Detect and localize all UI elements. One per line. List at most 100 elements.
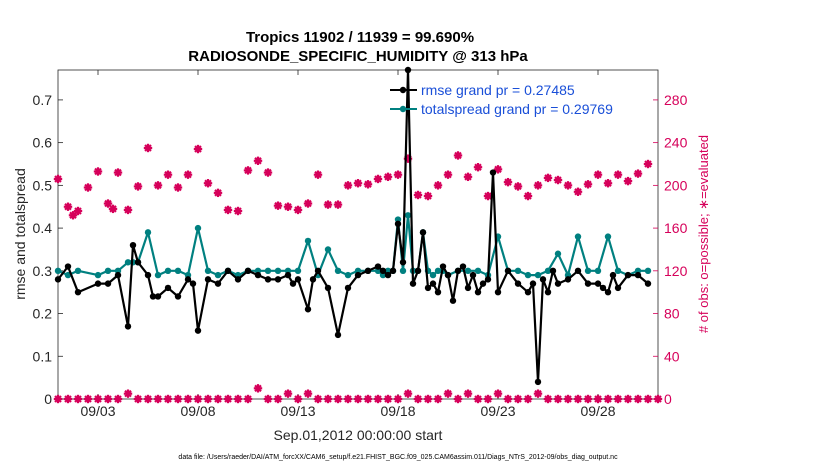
- obs-evaluated-marker: [503, 177, 513, 187]
- totalspread-point: [399, 267, 407, 275]
- rmse-point: [594, 280, 602, 287]
- obs-evaluated-marker: [643, 159, 653, 169]
- y-left-tick-label: 0.6: [33, 135, 53, 151]
- obs-possible-marker: [533, 389, 543, 398]
- obs-possible-marker: [383, 394, 393, 404]
- rmse-point: [284, 271, 292, 279]
- obs-possible-marker: [643, 394, 653, 404]
- totalspread-point: [544, 267, 552, 275]
- rmse-point: [419, 229, 427, 236]
- data-file-footer: data file: /Users/raeder/DAI/ATM_forcXX/…: [178, 454, 618, 461]
- rmse-point: [394, 220, 402, 228]
- rmse-point: [474, 288, 482, 296]
- rmse-point: [549, 267, 557, 275]
- totalspread-point: [104, 267, 112, 275]
- rmse-point: [449, 297, 457, 304]
- obs-evaluated-marker: [473, 163, 483, 172]
- rmse-point: [484, 276, 492, 283]
- totalspread-point: [334, 267, 342, 275]
- totalspread-point: [94, 271, 102, 279]
- rmse-point: [134, 259, 142, 266]
- totalspread-point: [644, 267, 652, 275]
- totalspread-point: [534, 271, 542, 279]
- obs-possible-marker: [153, 394, 163, 404]
- obs-possible-marker: [263, 394, 273, 404]
- obs-possible-marker: [453, 394, 463, 404]
- totalspread-point: [194, 224, 202, 232]
- rmse-point: [534, 378, 542, 386]
- legend-spread-label: totalspread grand pr = 0.29769: [421, 101, 613, 117]
- y-left-tick-label: 0.2: [33, 306, 53, 322]
- rmse-point: [469, 271, 477, 279]
- obs-possible-marker: [473, 394, 483, 404]
- rmse-point: [154, 293, 162, 300]
- rmse-point: [524, 288, 532, 296]
- obs-evaluated-marker: [253, 156, 263, 165]
- obs-evaluated-marker: [543, 173, 553, 183]
- obs-possible-marker: [343, 394, 353, 404]
- obs-possible-marker: [483, 394, 493, 404]
- y-right-tick-label: 240: [664, 135, 688, 151]
- obs-evaluated-marker: [493, 165, 503, 174]
- totalspread-point: [54, 267, 62, 275]
- totalspread-point: [144, 229, 152, 236]
- obs-evaluated-marker: [73, 206, 83, 216]
- rmse-point: [374, 263, 382, 270]
- obs-evaluated-marker: [343, 181, 353, 190]
- obs-possible-marker: [433, 394, 443, 404]
- obs-evaluated-marker: [353, 179, 363, 188]
- x-tick-label: 09/28: [580, 403, 615, 419]
- obs-possible-marker: [213, 394, 223, 404]
- obs-evaluated-marker: [433, 181, 443, 190]
- rmse-point: [389, 267, 397, 275]
- totalspread-point: [154, 271, 162, 279]
- rmse-point: [464, 284, 472, 292]
- obs-possible-marker: [163, 394, 173, 404]
- rmse-point: [309, 276, 317, 283]
- obs-evaluated-marker: [333, 200, 343, 209]
- totalspread-point: [304, 237, 312, 245]
- obs-possible-marker: [313, 394, 323, 404]
- obs-evaluated-marker: [83, 183, 93, 192]
- obs-possible-marker: [333, 394, 343, 404]
- legend-spread-marker: [399, 105, 407, 113]
- rmse-point: [104, 280, 112, 287]
- totalspread-point: [214, 271, 222, 279]
- obs-evaluated-marker: [233, 206, 243, 216]
- obs-evaluated-marker: [93, 167, 103, 176]
- obs-evaluated-marker: [53, 174, 63, 184]
- legend-rmse-marker: [399, 86, 407, 94]
- rmse-point: [444, 271, 452, 279]
- obs-possible-marker: [73, 394, 83, 404]
- rmse-point: [54, 276, 62, 283]
- obs-possible-marker: [173, 394, 183, 404]
- rmse-point: [454, 267, 462, 275]
- totalspread-point: [584, 267, 592, 275]
- obs-possible-marker: [93, 394, 103, 404]
- obs-possible-marker: [253, 384, 263, 393]
- obs-evaluated-marker: [373, 174, 383, 184]
- rmse-point: [129, 241, 137, 249]
- rmse-point: [244, 267, 252, 275]
- rmse-point: [274, 276, 282, 283]
- obs-possible-marker: [413, 394, 423, 404]
- rmse-point: [459, 263, 467, 270]
- obs-evaluated-marker: [413, 190, 423, 200]
- y-right-tick-label: 0: [664, 391, 672, 407]
- obs-evaluated-marker: [633, 169, 643, 178]
- obs-possible-marker: [583, 394, 593, 404]
- obs-possible-marker: [283, 389, 293, 398]
- rmse-point: [364, 267, 372, 275]
- obs-possible-marker: [133, 394, 143, 404]
- obs-possible-marker: [143, 394, 153, 404]
- obs-evaluated-marker: [553, 175, 563, 185]
- totalspread-point: [604, 233, 612, 240]
- obs-possible-marker: [233, 394, 243, 404]
- obs-evaluated-marker: [583, 180, 593, 189]
- totalspread-point: [464, 267, 472, 275]
- rmse-point: [194, 327, 202, 334]
- rmse-point: [479, 280, 487, 287]
- obs-evaluated-marker: [323, 200, 333, 209]
- y-left-tick-label: 0.7: [33, 92, 53, 108]
- totalspread-point: [74, 267, 82, 275]
